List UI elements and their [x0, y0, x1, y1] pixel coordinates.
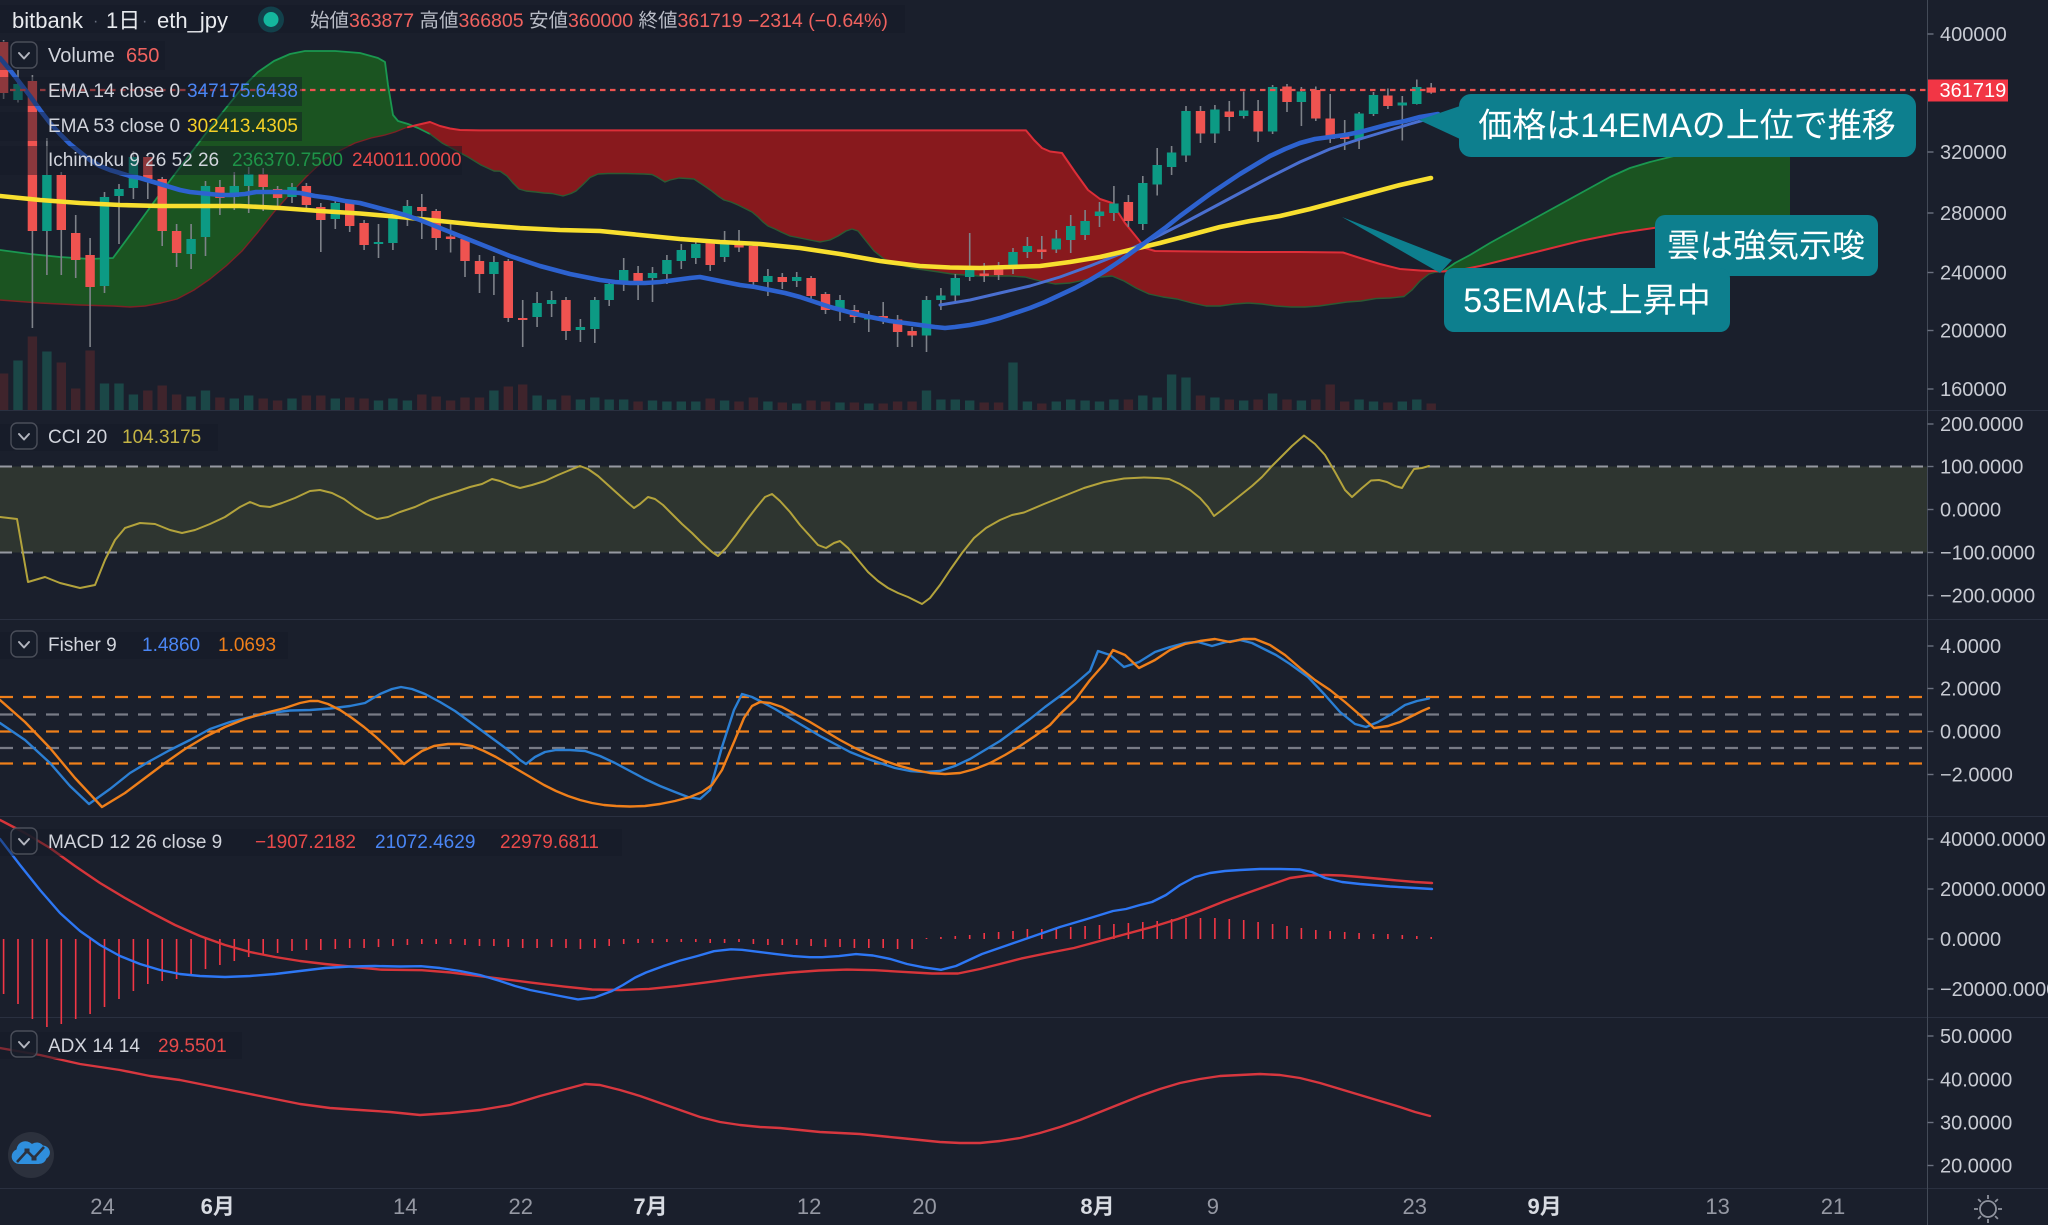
- svg-text:−20000.0000: −20000.0000: [1940, 979, 2048, 1001]
- svg-text:22979.6811: 22979.6811: [500, 832, 599, 853]
- svg-text:−2.0000: −2.0000: [1940, 765, 2013, 787]
- svg-text:bitbank: bitbank: [12, 8, 84, 33]
- svg-text:240011.0000: 240011.0000: [352, 150, 462, 171]
- svg-text:·: ·: [93, 13, 98, 30]
- svg-text:EMA 53 close 0: EMA 53 close 0: [48, 116, 180, 137]
- svg-text:13: 13: [1705, 1194, 1729, 1219]
- svg-text:400000: 400000: [1940, 24, 2007, 46]
- svg-text:EMA 14 close 0: EMA 14 close 0: [48, 81, 180, 102]
- svg-text:価格は14EMAの上位で推移: 価格は14EMAの上位で推移: [1478, 107, 1896, 145]
- svg-text:20.0000: 20.0000: [1940, 1156, 2012, 1178]
- svg-text:−200.0000: −200.0000: [1940, 586, 2035, 608]
- svg-text:100.0000: 100.0000: [1940, 457, 2023, 479]
- svg-text:12: 12: [797, 1194, 821, 1219]
- svg-text:53EMAは上昇中: 53EMAは上昇中: [1463, 282, 1711, 320]
- svg-text:24: 24: [90, 1194, 114, 1219]
- svg-text:302413.4305: 302413.4305: [187, 116, 298, 137]
- svg-text:21072.4629: 21072.4629: [375, 832, 475, 853]
- svg-text:236370.7500: 236370.7500: [232, 150, 343, 171]
- svg-text:650: 650: [126, 45, 159, 67]
- svg-text:9: 9: [1207, 1194, 1219, 1219]
- svg-text:22: 22: [508, 1194, 532, 1219]
- svg-text:0.0000: 0.0000: [1940, 722, 2001, 744]
- svg-text:0.0000: 0.0000: [1940, 500, 2001, 522]
- svg-text:240000: 240000: [1940, 263, 2007, 285]
- svg-text:−1907.2182: −1907.2182: [255, 832, 356, 853]
- svg-text:8月: 8月: [1080, 1194, 1114, 1219]
- svg-text:ADX 14 14: ADX 14 14: [48, 1036, 140, 1057]
- svg-text:1.0693: 1.0693: [218, 635, 276, 656]
- svg-text:320000: 320000: [1940, 142, 2007, 164]
- svg-text:9月: 9月: [1527, 1194, 1561, 1219]
- svg-text:20000.0000: 20000.0000: [1940, 879, 2046, 901]
- svg-text:2.0000: 2.0000: [1940, 679, 2001, 701]
- svg-text:4.0000: 4.0000: [1940, 636, 2001, 658]
- svg-text:200000: 200000: [1940, 321, 2007, 343]
- svg-text:20: 20: [912, 1194, 936, 1219]
- svg-text:347175.6438: 347175.6438: [187, 81, 298, 102]
- svg-text:MACD 12 26 close 9: MACD 12 26 close 9: [48, 832, 222, 853]
- svg-text:14: 14: [393, 1194, 417, 1219]
- svg-text:160000: 160000: [1940, 379, 2007, 401]
- svg-text:280000: 280000: [1940, 203, 2007, 225]
- svg-text:7月: 7月: [633, 1194, 667, 1219]
- svg-text:50.0000: 50.0000: [1940, 1026, 2012, 1048]
- svg-text:始値363877 高値366805 安値360000: 始値363877 高値366805 安値360000 終値361719 −231…: [310, 10, 888, 32]
- svg-text:6月: 6月: [201, 1194, 235, 1219]
- svg-text:CCI 20: CCI 20: [48, 427, 107, 448]
- svg-text:Fisher 9: Fisher 9: [48, 635, 117, 656]
- svg-text:30.0000: 30.0000: [1940, 1113, 2012, 1135]
- svg-text:1日: 1日: [106, 8, 140, 33]
- svg-text:361719: 361719: [1940, 80, 2007, 102]
- svg-text:40.0000: 40.0000: [1940, 1070, 2012, 1092]
- svg-text:104.3175: 104.3175: [122, 427, 201, 448]
- svg-text:雲は強気示唆: 雲は強気示唆: [1667, 227, 1865, 264]
- svg-text:21: 21: [1821, 1194, 1845, 1219]
- svg-text:200.0000: 200.0000: [1940, 414, 2023, 436]
- svg-text:0.0000: 0.0000: [1940, 929, 2001, 951]
- svg-text:·: ·: [142, 13, 147, 30]
- svg-text:29.5501: 29.5501: [158, 1036, 227, 1057]
- svg-text:eth_jpy: eth_jpy: [157, 8, 228, 33]
- svg-text:40000.0000: 40000.0000: [1940, 829, 2046, 851]
- svg-text:Volume: Volume: [48, 45, 115, 67]
- svg-text:23: 23: [1403, 1194, 1427, 1219]
- svg-text:1.4860: 1.4860: [142, 635, 200, 656]
- svg-text:−100.0000: −100.0000: [1940, 543, 2035, 565]
- svg-text:Ichimoku 9 26 52 26: Ichimoku 9 26 52 26: [48, 150, 219, 171]
